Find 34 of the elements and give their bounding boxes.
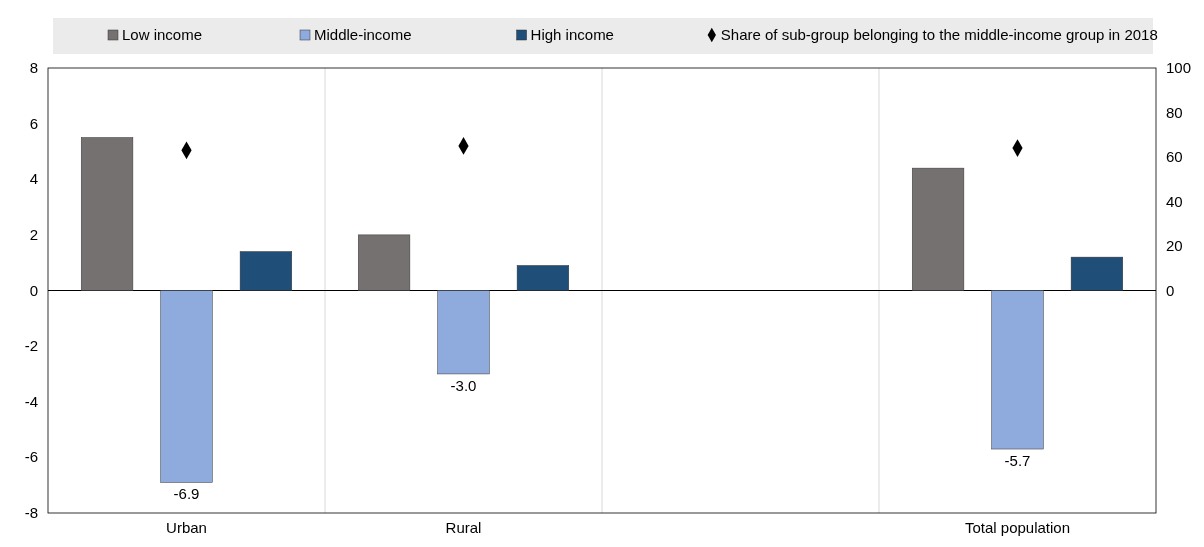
bar — [160, 290, 213, 483]
y-tick-label: -8 — [24, 504, 38, 521]
y-tick-label: 8 — [29, 59, 38, 76]
bar — [80, 137, 134, 291]
bar — [239, 251, 293, 291]
legend-label: Middle-income — [314, 26, 412, 43]
data-label: -6.9 — [173, 485, 200, 503]
y-tick-label: -6 — [24, 448, 38, 466]
legend-label: Share of sub-group belonging to the middle-income group in 2018 — [720, 26, 1158, 43]
legend-label: Low income — [122, 26, 203, 43]
bar — [437, 290, 490, 375]
y2-tick-label: 40 — [1166, 192, 1183, 210]
y-tick-label: 4 — [29, 170, 38, 188]
y-tick-label: 0 — [29, 281, 38, 299]
bar — [911, 167, 965, 291]
y2-tick-label: 60 — [1166, 148, 1183, 165]
y2-tick-label: 80 — [1166, 103, 1183, 121]
bar — [357, 234, 411, 291]
bar — [1070, 256, 1124, 291]
y-tick-label: 2 — [29, 225, 38, 243]
legend-label: High income — [530, 26, 614, 43]
y-tick-label: -2 — [24, 337, 38, 355]
y2-tick-label: 0 — [1166, 281, 1175, 299]
y2-tick-label: 100 — [1166, 59, 1192, 76]
y-tick-label: 6 — [29, 114, 38, 132]
x-tick-label: Total population — [964, 519, 1071, 536]
y-tick-label: -4 — [24, 392, 38, 410]
data-label: -3.0 — [450, 376, 477, 394]
y2-tick-label: 20 — [1166, 237, 1183, 254]
x-tick-label: Urban — [166, 519, 207, 536]
bar — [991, 290, 1044, 450]
data-label: -5.7 — [1004, 452, 1031, 470]
bar — [516, 265, 570, 291]
x-tick-label: Rural — [445, 519, 482, 536]
